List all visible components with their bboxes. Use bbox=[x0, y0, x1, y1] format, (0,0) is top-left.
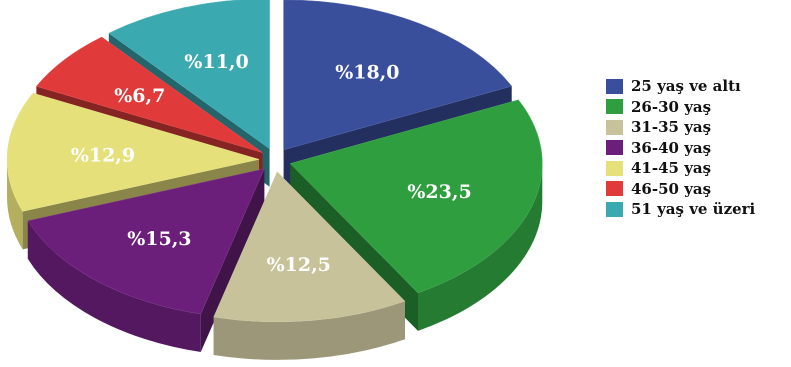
pie-slice-3 bbox=[213, 171, 406, 323]
slice-wall-3-0 bbox=[200, 168, 265, 353]
legend-swatch bbox=[606, 78, 623, 94]
slice-tops bbox=[6, 0, 543, 323]
legend-swatch bbox=[606, 99, 623, 115]
slice-outer-wall-3-0 bbox=[27, 220, 201, 353]
legend-label: 46-50 yaş bbox=[631, 179, 712, 198]
legend-label: 36-40 yaş bbox=[631, 138, 712, 157]
pie-slice-2 bbox=[289, 99, 543, 294]
slice-value-label-5: %12,9 bbox=[71, 145, 135, 167]
slice-value-label-2: %23,5 bbox=[407, 181, 471, 203]
slice-value-label-3: %12,5 bbox=[267, 254, 331, 276]
legend-item-2: 26-30 yaş bbox=[606, 97, 755, 118]
legend-label: 41-45 yaş bbox=[631, 159, 712, 178]
slice-value-label-1: %18,0 bbox=[335, 61, 399, 83]
pie-slice-7 bbox=[108, 0, 270, 150]
legend-swatch bbox=[606, 119, 623, 135]
slice-outer-wall-1-0 bbox=[417, 163, 543, 331]
legend-swatch bbox=[606, 201, 623, 217]
slice-value-label-6: %6,7 bbox=[114, 85, 165, 107]
pie-slice-4 bbox=[27, 168, 265, 315]
legend-item-4: 36-40 yaş bbox=[606, 138, 755, 159]
chart-legend: 25 yaş ve altı 26-30 yaş 31-35 yaş 36-40 ya… bbox=[606, 76, 755, 220]
legend-item-7: 51 yaş ve üzeri bbox=[606, 199, 755, 220]
legend-label: 26-30 yaş bbox=[631, 97, 712, 116]
legend-label: 51 yaş ve üzeri bbox=[631, 200, 756, 219]
pie-slice-6 bbox=[35, 36, 263, 153]
slice-value-label-4: %15,3 bbox=[127, 228, 191, 250]
slice-outer-wall-4-0 bbox=[7, 159, 23, 250]
legend-swatch bbox=[606, 160, 623, 176]
slice-outer-wall-2-0 bbox=[213, 301, 405, 360]
legend-item-5: 41-45 yaş bbox=[606, 158, 755, 179]
legend-item-6: 46-50 yaş bbox=[606, 179, 755, 200]
legend-item-3: 31-35 yaş bbox=[606, 117, 755, 138]
slice-value-label-7: %11,0 bbox=[184, 51, 248, 73]
legend-swatch bbox=[606, 140, 623, 156]
legend-label: 25 yaş ve altı bbox=[631, 77, 741, 96]
pie-slice-5 bbox=[6, 92, 260, 212]
legend-item-1: 25 yaş ve altı bbox=[606, 76, 755, 97]
slice-labels: %18,0 %23,5 %12,5 %15,3 %12,9 %6,7 %11,0 bbox=[71, 51, 472, 276]
pie-slice-1 bbox=[283, 0, 513, 151]
legend-label: 31-35 yaş bbox=[631, 118, 712, 137]
legend-swatch bbox=[606, 181, 623, 197]
